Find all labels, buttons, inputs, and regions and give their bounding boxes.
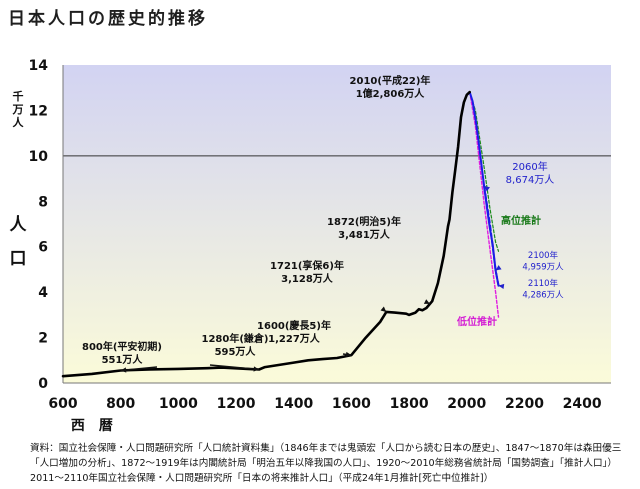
annotation-arrowhead-a2060 bbox=[484, 185, 490, 192]
y-axis-title-char: 口 bbox=[10, 249, 27, 269]
y-unit-char: 万 bbox=[12, 103, 24, 116]
annotation-a1721: 3,128万人 bbox=[281, 272, 334, 285]
annotation-a800: 551万人 bbox=[102, 353, 144, 366]
y-tick-label: 14 bbox=[29, 58, 49, 74]
annotation-a1280: 595万人 bbox=[215, 345, 257, 358]
annotation-high: 高位推計 bbox=[501, 214, 541, 227]
x-axis-title: 西 暦 bbox=[71, 418, 113, 434]
x-tick-label: 2000 bbox=[447, 396, 486, 412]
annotation-a1600: 1600(慶長5)年 bbox=[257, 319, 331, 332]
y-tick-label: 12 bbox=[29, 103, 48, 119]
series-line-actual bbox=[61, 90, 471, 378]
annotation-arrowhead-a1280 bbox=[253, 366, 260, 372]
y-unit-char: 人 bbox=[13, 115, 25, 129]
annotation-a1721: 1721(享保6)年 bbox=[270, 259, 344, 272]
x-tick-label: 1000 bbox=[159, 396, 198, 412]
annotation-a800: 800年(平安初期) bbox=[82, 340, 162, 353]
annotation-a1600: 1,227万人 bbox=[268, 332, 321, 345]
annotation-a2060: 8,674万人 bbox=[506, 174, 555, 186]
y-tick-label: 10 bbox=[29, 149, 49, 165]
annotation-a2100: 2100年 bbox=[528, 250, 559, 261]
annotation-low: 低位推計 bbox=[456, 315, 497, 328]
plot-area bbox=[63, 65, 611, 383]
annotation-a2010: 2010(平成22)年 bbox=[350, 74, 431, 87]
annotation-a1280: 1280年(鎌倉) bbox=[202, 332, 269, 345]
x-tick-label: 600 bbox=[48, 396, 77, 412]
y-tick-label: 6 bbox=[38, 240, 48, 256]
annotation-arrow-a800 bbox=[120, 366, 158, 372]
annotation-a2060: 2060年 bbox=[512, 160, 547, 173]
annotation-a2110: 2110年 bbox=[528, 278, 559, 289]
annotation-a1872: 3,481万人 bbox=[338, 228, 391, 241]
annotation-a2100: 4,959万人 bbox=[522, 263, 564, 273]
annotation-a2010: 1億2,806万人 bbox=[356, 87, 426, 100]
annotation-arrowhead-a1600 bbox=[345, 351, 352, 357]
y-tick-label: 2 bbox=[38, 331, 48, 347]
annotation-arrowhead-a2100 bbox=[495, 265, 502, 271]
x-tick-label: 1400 bbox=[274, 396, 313, 412]
annotation-arrowhead-a1721 bbox=[380, 306, 387, 312]
annotation-a2110: 4,286万人 bbox=[522, 291, 564, 301]
x-tick-label: 2200 bbox=[505, 396, 544, 412]
annotation-arrowhead-a2110 bbox=[498, 283, 505, 289]
annotation-arrowhead-a1872 bbox=[423, 299, 430, 304]
y-axis-title-char: 人 bbox=[10, 215, 28, 235]
annotation-arrowhead-a800 bbox=[120, 367, 127, 373]
x-tick-label: 1800 bbox=[390, 396, 429, 412]
x-tick-label: 2400 bbox=[563, 396, 602, 412]
x-tick-label: 1600 bbox=[332, 396, 371, 412]
chart: 600 800 1000 1200 1400 1600 1800 2000 2200 2400 0 2… bbox=[10, 58, 611, 434]
page-title: 日本人口の歴史的推移 bbox=[8, 9, 208, 29]
x-tick-label: 800 bbox=[106, 396, 135, 412]
source-note: 資料：国立社会保障・人口問題研究所「人口統計資料集」（1846年までは鬼頭宏「人… bbox=[30, 443, 622, 484]
y-tick-label: 8 bbox=[38, 194, 48, 210]
y-unit-char: 千 bbox=[13, 89, 24, 103]
series-line-medium-tail bbox=[483, 185, 500, 287]
y-tick-label: 0 bbox=[38, 376, 48, 392]
annotation-a1872: 1872(明治5)年 bbox=[327, 215, 401, 228]
series-line-low bbox=[469, 91, 500, 318]
y-tick-label: 4 bbox=[38, 285, 48, 301]
x-tick-label: 1200 bbox=[217, 396, 256, 412]
annotation-arrow-a1280 bbox=[209, 364, 260, 371]
